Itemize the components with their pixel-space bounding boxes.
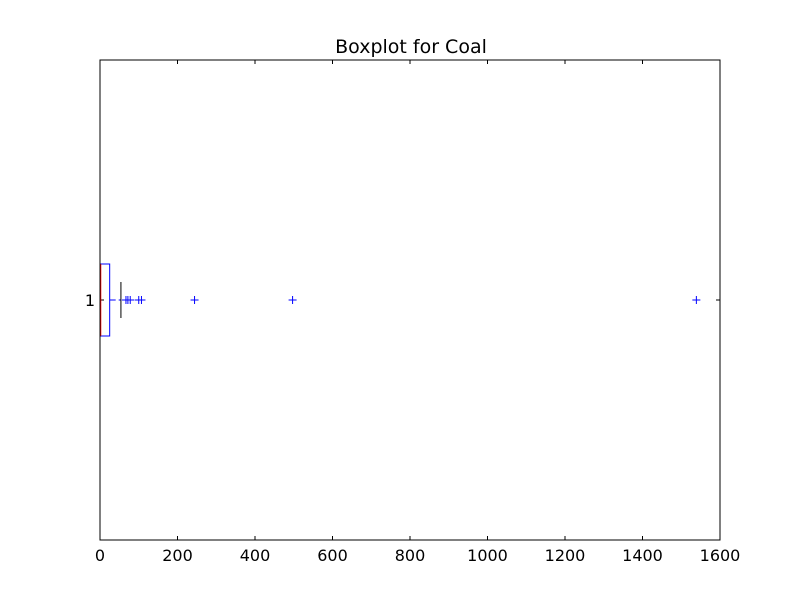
outlier-point [692,296,701,304]
outlier-point [288,296,297,304]
x-axis: 0 200 400 600 800 1000 1200 1400 1600 [95,60,740,565]
x-tick-label: 600 [317,546,348,565]
plot-area [100,60,720,540]
x-tick-label: 800 [395,546,426,565]
x-tick-label: 0 [95,546,105,565]
x-tick-label: 400 [240,546,271,565]
x-tick-label: 1200 [545,546,586,565]
y-tick-label: 1 [85,291,95,310]
x-tick-label: 1400 [622,546,663,565]
outlier-point [190,296,199,304]
outlier-point [137,296,146,304]
x-tick-label: 1600 [700,546,741,565]
outlier-point [126,296,135,304]
plot-frame [99,59,721,541]
chart-title: Boxplot for Coal [335,36,487,58]
x-tick-label: 200 [162,546,193,565]
x-tick-label: 1000 [467,546,508,565]
